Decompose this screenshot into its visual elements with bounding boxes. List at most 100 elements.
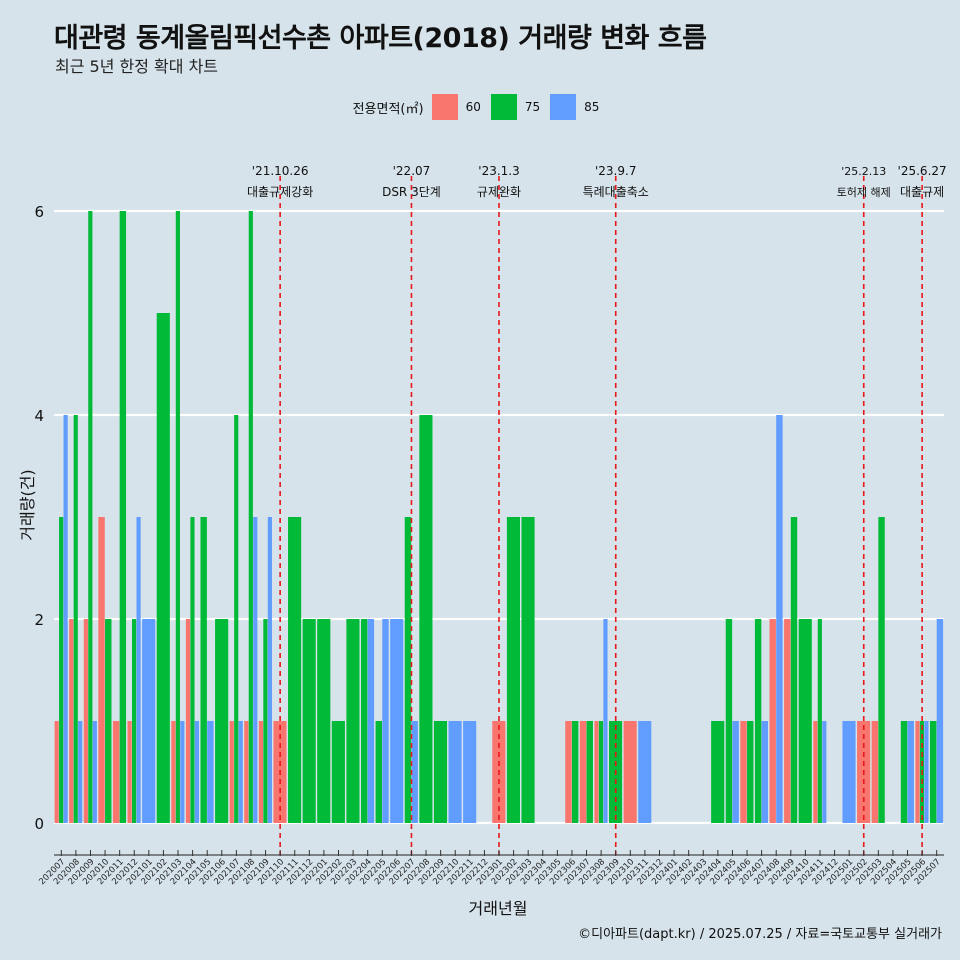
bar-202011-60	[112, 721, 120, 823]
legend: 전용면적(㎡) 60 75 85	[0, 93, 960, 121]
bar-layer	[54, 211, 944, 823]
bar-202206-85	[390, 619, 404, 823]
bar-202102-75	[156, 313, 170, 823]
bar-202103-75	[175, 211, 180, 823]
bar-202207-75	[404, 517, 412, 823]
bar-202008-60	[69, 619, 74, 823]
bar-202007-85	[63, 415, 68, 823]
bar-202109-60	[258, 721, 264, 823]
bar-202108-75	[248, 211, 253, 823]
bar-202411-85	[822, 721, 827, 823]
bar-202104-75	[190, 517, 195, 823]
y-tick-label: 0	[34, 815, 44, 833]
bar-202408-85	[776, 415, 783, 823]
event-name-label: 규제완화	[477, 185, 521, 199]
bar-202203-75	[346, 619, 360, 823]
bar-202208-75	[419, 415, 433, 823]
bar-202407-75	[754, 619, 762, 823]
event-name-label: 토허제 해제	[837, 185, 891, 199]
bar-202105-85	[207, 721, 214, 823]
bar-202010-60	[98, 517, 105, 823]
bar-202210-85	[448, 721, 462, 823]
bar-202302-75	[506, 517, 521, 823]
bar-202501-85	[842, 721, 856, 823]
bar-202503-75	[878, 517, 885, 823]
bar-202310-60	[623, 721, 637, 823]
event-layer: '21.10.26 대출규제강화 '22.07 DSR 3단계 '23.1.3 규제완화 '…	[247, 164, 947, 855]
bar-202406-60	[740, 721, 747, 823]
event-date-label: '25.2.13	[841, 165, 886, 178]
bar-202308-75	[598, 721, 604, 823]
bar-202308-85	[603, 619, 608, 823]
bar-202306-60	[565, 721, 572, 823]
event-name-label: 특례대출축소	[583, 185, 649, 199]
y-axis-title: 거래량(건)	[18, 469, 37, 540]
legend-key-75	[490, 94, 517, 120]
bar-202307-75	[586, 721, 593, 823]
bar-202409-75	[790, 517, 798, 823]
x-axis-title: 거래년월	[469, 899, 528, 918]
chart-subtitle: 최근 5년 한정 확대 차트	[55, 57, 219, 76]
bar-202506-60	[915, 721, 920, 823]
bar-202111-75	[288, 517, 302, 823]
bar-202406-75	[747, 721, 754, 823]
bar-202303-75	[521, 517, 535, 823]
event-date-label: '25.6.27	[898, 164, 947, 178]
legend-key-60	[431, 94, 458, 120]
bar-202109-75	[263, 619, 268, 823]
bar-202506-85	[924, 721, 929, 823]
bar-202009-85	[92, 721, 97, 823]
chart-title: 대관령 동계올림픽선수촌 아파트(2018) 거래량 변화 흐름	[54, 23, 707, 54]
bar-202408-60	[769, 619, 776, 823]
y-tick-label: 4	[34, 407, 44, 425]
bar-202507-85	[936, 619, 944, 823]
bar-202307-60	[579, 721, 587, 823]
y-tick-label: 6	[34, 203, 44, 221]
bar-202011-75	[119, 211, 127, 823]
bar-202105-75	[200, 517, 207, 823]
bar-202009-60	[83, 619, 88, 823]
bar-202010-75	[105, 619, 112, 823]
bar-202101-85	[142, 619, 156, 823]
bar-202008-85	[78, 721, 83, 823]
bar-202411-75	[817, 619, 822, 823]
bar-202507-75	[929, 721, 937, 823]
bar-202209-75	[433, 721, 448, 823]
event-date-label: '23.1.3	[478, 164, 519, 178]
bar-202108-85	[253, 517, 258, 823]
bar-202204-85	[367, 619, 375, 823]
bar-202201-75	[317, 619, 331, 823]
bar-202405-85	[732, 721, 739, 823]
event-name-label: DSR 3단계	[382, 185, 441, 199]
bar-202012-75	[132, 619, 137, 823]
bar-202205-75	[375, 721, 382, 823]
source-footer: ©디아파트(dapt.kr) / 2025.07.25 / 자료=국토교통부 실…	[578, 927, 942, 942]
y-tick-label: 2	[34, 611, 44, 629]
bar-202407-85	[761, 721, 769, 823]
bar-202306-75	[571, 721, 579, 823]
bar-202211-85	[463, 721, 477, 823]
bar-202107-75	[234, 415, 239, 823]
bar-202112-75	[302, 619, 316, 823]
bar-202411-60	[813, 721, 818, 823]
bar-202107-60	[229, 721, 234, 823]
bar-202505-75	[900, 721, 908, 823]
bar-202008-75	[73, 415, 78, 823]
bar-202505-85	[907, 721, 914, 823]
bar-202007-75	[59, 517, 64, 823]
bar-202104-85	[194, 721, 200, 823]
legend-label-60: 60	[465, 100, 481, 114]
bar-202207-85	[411, 721, 418, 823]
bar-202104-60	[185, 619, 191, 823]
bar-202109-85	[267, 517, 272, 823]
bar-202311-85	[638, 721, 652, 823]
event-date-label: '22.07	[393, 164, 431, 178]
bar-202205-85	[382, 619, 389, 823]
event-name-label: 대출규제강화	[247, 185, 313, 199]
event-name-label: 대출규제	[900, 185, 944, 199]
bar-202409-60	[784, 619, 791, 823]
bar-202308-60	[594, 721, 599, 823]
bar-202103-60	[171, 721, 176, 823]
bar-202009-75	[88, 211, 93, 823]
